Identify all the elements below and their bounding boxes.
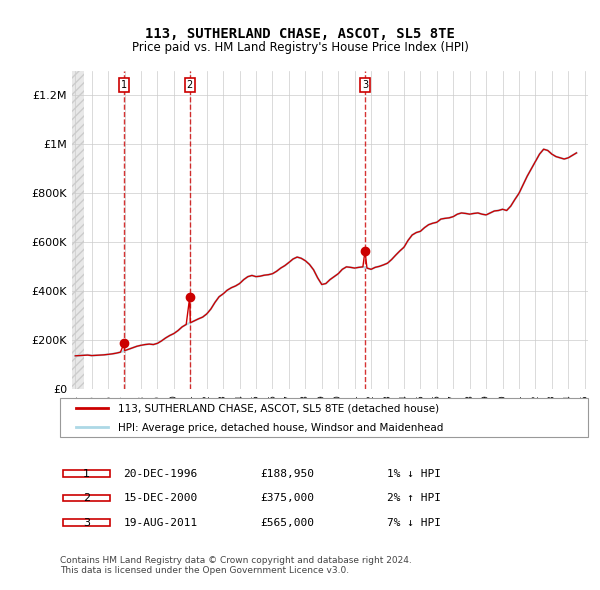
Text: 20-DEC-1996: 20-DEC-1996	[124, 468, 197, 478]
Text: 19-AUG-2011: 19-AUG-2011	[124, 517, 197, 527]
Bar	[72, 71, 83, 389]
FancyBboxPatch shape	[62, 519, 110, 526]
Text: £188,950: £188,950	[260, 468, 314, 478]
Text: 15-DEC-2000: 15-DEC-2000	[124, 493, 197, 503]
Text: 3: 3	[362, 80, 368, 90]
Text: Contains HM Land Registry data © Crown copyright and database right 2024.
This d: Contains HM Land Registry data © Crown c…	[60, 556, 412, 575]
FancyBboxPatch shape	[60, 398, 588, 437]
Text: £375,000: £375,000	[260, 493, 314, 503]
Text: 1: 1	[83, 468, 90, 478]
Text: 2: 2	[187, 80, 193, 90]
FancyBboxPatch shape	[62, 470, 110, 477]
Text: £565,000: £565,000	[260, 517, 314, 527]
Text: 7% ↓ HPI: 7% ↓ HPI	[388, 517, 442, 527]
Text: 2: 2	[83, 493, 90, 503]
Text: HPI: Average price, detached house, Windsor and Maidenhead: HPI: Average price, detached house, Wind…	[118, 423, 443, 433]
Text: 3: 3	[83, 517, 90, 527]
Text: 113, SUTHERLAND CHASE, ASCOT, SL5 8TE: 113, SUTHERLAND CHASE, ASCOT, SL5 8TE	[145, 27, 455, 41]
Text: Price paid vs. HM Land Registry's House Price Index (HPI): Price paid vs. HM Land Registry's House …	[131, 41, 469, 54]
FancyBboxPatch shape	[62, 494, 110, 501]
Text: 113, SUTHERLAND CHASE, ASCOT, SL5 8TE (detached house): 113, SUTHERLAND CHASE, ASCOT, SL5 8TE (d…	[118, 404, 439, 414]
Text: 1: 1	[121, 80, 127, 90]
Text: 2% ↑ HPI: 2% ↑ HPI	[388, 493, 442, 503]
Text: 1% ↓ HPI: 1% ↓ HPI	[388, 468, 442, 478]
